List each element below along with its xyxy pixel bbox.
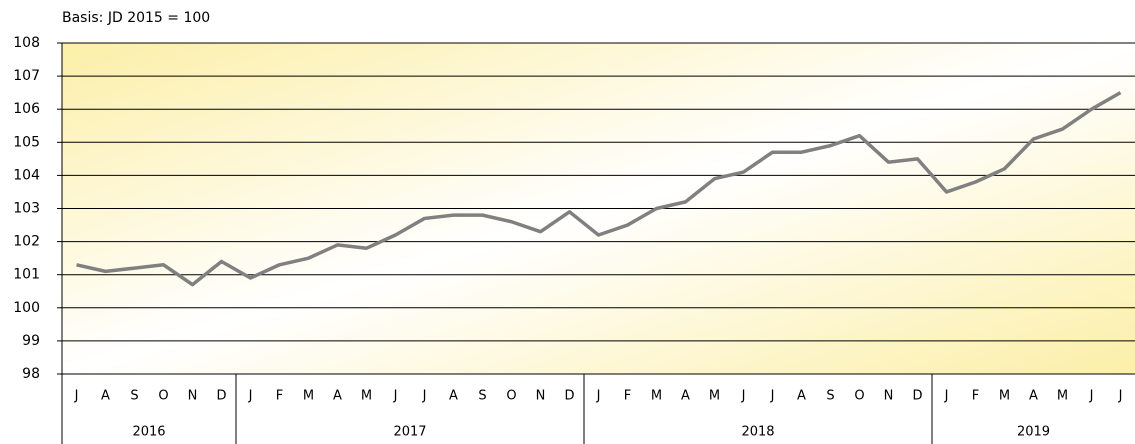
y-tick-label: 106 [13, 101, 40, 117]
y-tick-label: 104 [13, 167, 40, 183]
data-line [76, 91, 1122, 287]
y-tick-label: 100 [13, 300, 40, 316]
x-tick-label: N [536, 389, 546, 404]
x-tick-label: J [741, 389, 746, 404]
x-tick-label: J [770, 389, 775, 404]
y-tick-label: 107 [13, 68, 40, 84]
year-label: 2016 [132, 425, 165, 440]
year-label: 2018 [741, 425, 774, 440]
x-tick-label: J [422, 389, 427, 404]
y-tick-label: 98 [22, 366, 40, 382]
x-tick-label: A [681, 389, 690, 404]
x-tick-label: F [972, 389, 979, 404]
x-tick-label: S [826, 389, 834, 404]
year-label: 2017 [393, 425, 426, 440]
x-tick-label: A [1029, 389, 1038, 404]
x-tick-label: J [1118, 389, 1123, 404]
x-tick-label: J [248, 389, 253, 404]
x-tick-label: A [797, 389, 806, 404]
x-tick-label: N [188, 389, 198, 404]
x-tick-label: M [1057, 389, 1068, 404]
y-tick-label: 99 [22, 333, 40, 349]
x-tick-label: J [74, 389, 79, 404]
x-tick-label: A [101, 389, 110, 404]
x-tick-label: D [216, 389, 226, 404]
y-tick-label: 103 [13, 201, 40, 217]
x-tick-label: F [276, 389, 283, 404]
x-tick-label: M [709, 389, 720, 404]
x-tick-label: M [361, 389, 372, 404]
x-tick-label: J [944, 389, 949, 404]
y-tick-label: 105 [13, 134, 40, 150]
x-tick-label: M [303, 389, 314, 404]
y-tick-label: 102 [13, 234, 40, 250]
x-tick-label: O [158, 389, 168, 404]
x-tick-label: J [596, 389, 601, 404]
x-tick-label: D [912, 389, 922, 404]
y-tick-label: 108 [13, 35, 40, 51]
x-tick-label: M [651, 389, 662, 404]
chart-subtitle: Basis: JD 2015 = 100 [62, 10, 210, 26]
x-tick-label: M [999, 389, 1010, 404]
x-tick-label: S [478, 389, 486, 404]
x-tick-label: N [884, 389, 894, 404]
y-tick-label: 101 [13, 267, 40, 283]
year-label: 2019 [1017, 425, 1050, 440]
x-tick-label: A [333, 389, 342, 404]
x-tick-label: S [130, 389, 138, 404]
x-tick-label: F [624, 389, 631, 404]
x-tick-label: O [854, 389, 864, 404]
x-tick-label: D [564, 389, 574, 404]
x-tick-label: O [506, 389, 516, 404]
x-tick-label: A [449, 389, 458, 404]
x-tick-label: J [393, 389, 398, 404]
x-tick-label: J [1089, 389, 1094, 404]
